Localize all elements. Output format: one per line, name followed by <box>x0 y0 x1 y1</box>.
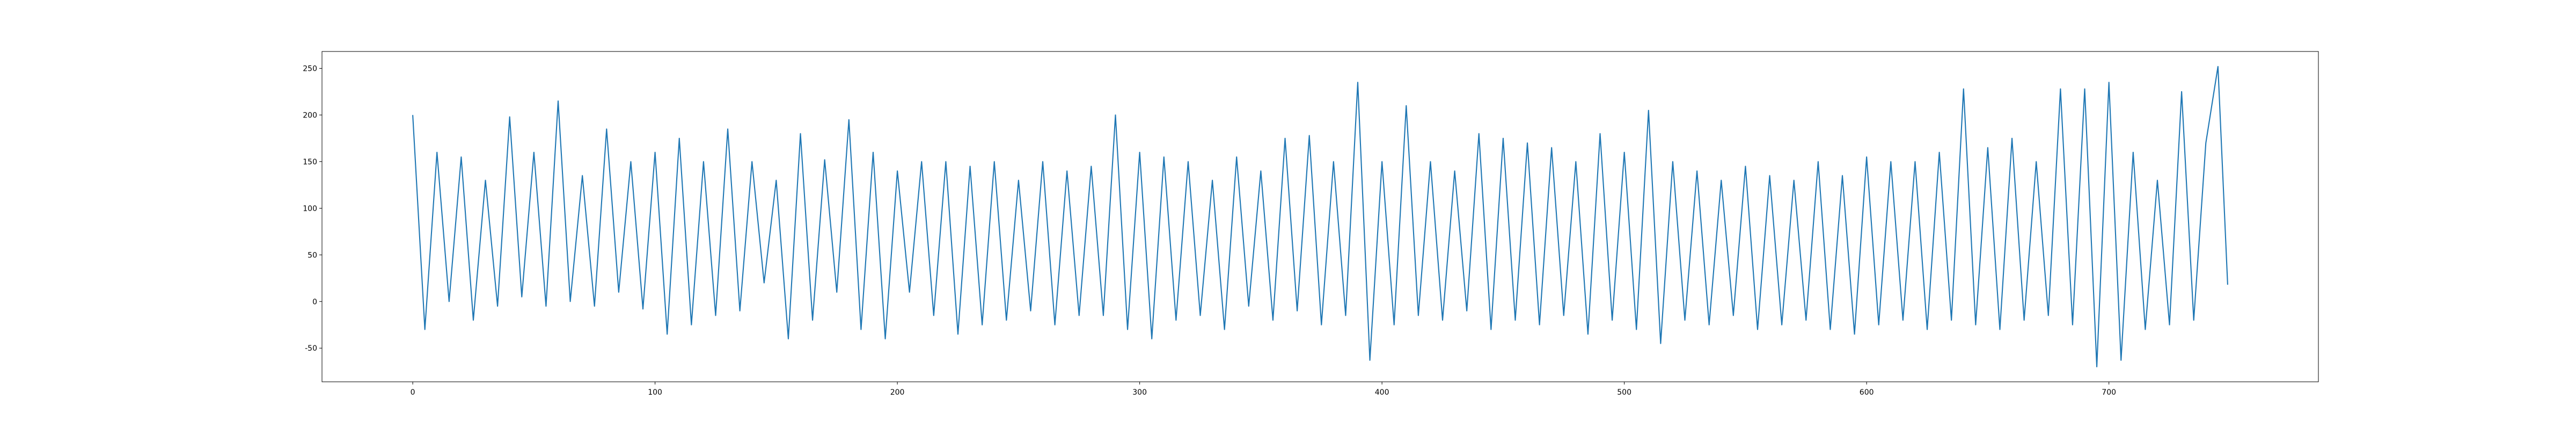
x-tick-label: 500 <box>1617 388 1631 397</box>
x-tick-label: 0 <box>411 388 415 397</box>
x-tick-label: 300 <box>1132 388 1147 397</box>
y-tick-label: 0 <box>312 298 317 306</box>
data-line <box>412 65 2228 368</box>
y-tick-label: -50 <box>305 344 317 353</box>
x-tick-label: 700 <box>2102 388 2116 397</box>
y-tick-label: 100 <box>303 204 317 213</box>
y-tick-label: 150 <box>303 158 317 166</box>
y-tick-label: 200 <box>303 111 317 120</box>
x-tick-label: 400 <box>1375 388 1389 397</box>
y-tick-label: 250 <box>303 64 317 73</box>
plot-frame <box>321 51 2319 382</box>
x-tick-label: 100 <box>648 388 662 397</box>
x-tick-label: 200 <box>890 388 905 397</box>
x-tick-label: 600 <box>1860 388 1874 397</box>
y-tick-label: 50 <box>308 251 317 260</box>
